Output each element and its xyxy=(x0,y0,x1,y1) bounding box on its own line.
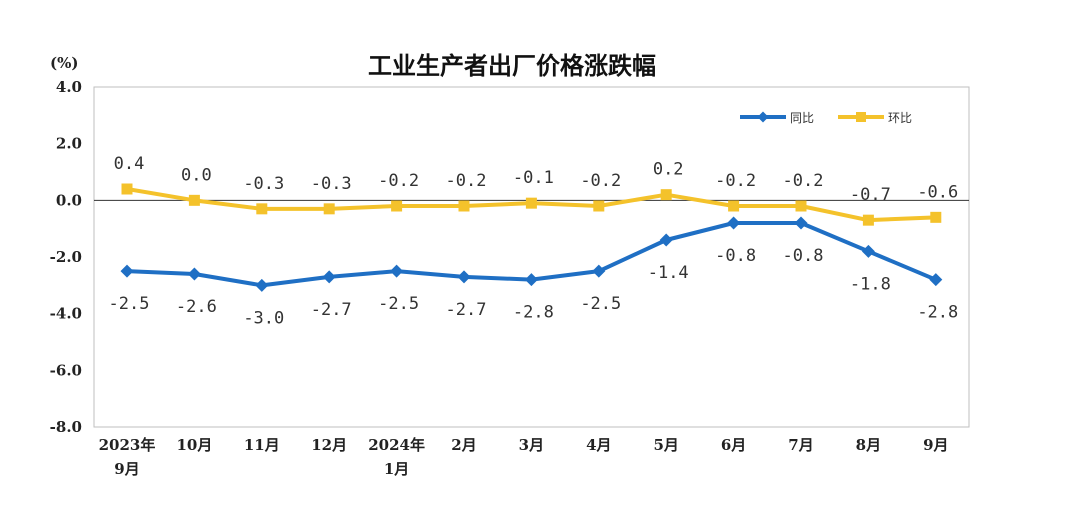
y-unit-label: (%) xyxy=(50,54,78,72)
x-tick-label: 2月 xyxy=(451,436,476,454)
x-tick-label: 10月 xyxy=(176,436,212,454)
data-point xyxy=(660,189,672,201)
y-tick-label: -4.0 xyxy=(50,305,82,323)
data-point xyxy=(930,211,942,223)
x-tick-label: 2023年 xyxy=(99,436,156,454)
data-point xyxy=(593,200,605,212)
x-tick-label: 2024年 xyxy=(368,436,425,454)
data-label: -1.4 xyxy=(648,263,689,283)
data-label: -0.3 xyxy=(243,174,284,194)
data-label: -0.2 xyxy=(378,171,419,191)
x-tick-label: 8月 xyxy=(856,436,881,454)
x-tick-label: 1月 xyxy=(384,460,409,478)
data-point xyxy=(322,270,336,284)
data-point xyxy=(120,264,134,278)
data-point xyxy=(862,214,874,226)
data-label: -0.2 xyxy=(446,171,487,191)
data-label: 0.0 xyxy=(181,165,212,185)
data-point xyxy=(458,200,470,212)
data-label: -0.1 xyxy=(513,168,554,188)
data-label: 0.2 xyxy=(653,160,684,180)
data-label: -3.0 xyxy=(243,308,284,328)
data-point xyxy=(256,203,268,215)
data-label: -0.8 xyxy=(715,246,756,266)
x-tick-label: 7月 xyxy=(788,436,813,454)
x-tick-label: 11月 xyxy=(244,436,280,454)
data-point xyxy=(187,267,201,281)
y-tick-label: 4.0 xyxy=(56,78,82,96)
data-point xyxy=(861,244,875,258)
data-point xyxy=(457,270,471,284)
data-point xyxy=(188,194,200,206)
x-tick-label: 9月 xyxy=(923,436,948,454)
data-label: -2.5 xyxy=(378,294,419,314)
legend-label: 同比 xyxy=(790,111,814,125)
data-point xyxy=(255,278,269,292)
data-label: -0.2 xyxy=(783,171,824,191)
x-tick-label: 12月 xyxy=(311,436,347,454)
y-tick-label: 2.0 xyxy=(56,135,82,153)
data-point xyxy=(391,200,403,212)
y-tick-label: -6.0 xyxy=(50,361,82,379)
data-label: -2.8 xyxy=(917,303,958,323)
y-axis: 4.0 2.0 0.0 -2.0 -4.0 -6.0 -8.0 xyxy=(50,78,82,436)
data-label: -0.3 xyxy=(311,174,352,194)
data-label: -2.7 xyxy=(446,300,487,320)
data-label: -1.8 xyxy=(850,274,891,294)
data-point xyxy=(728,200,740,212)
data-label: -2.5 xyxy=(580,294,621,314)
x-axis: 2023年 9月 10月 11月 12月 2024年 1月 2月 3月 4月 5月 6月 7月 8月 9月 xyxy=(99,436,949,478)
x-tick-label: 6月 xyxy=(721,436,746,454)
data-label: -0.8 xyxy=(783,246,824,266)
x-tick-label: 3月 xyxy=(519,436,544,454)
x-tick-label: 4月 xyxy=(586,436,611,454)
x-tick-label: 5月 xyxy=(653,436,678,454)
series-group xyxy=(120,183,943,292)
data-label: -0.2 xyxy=(715,171,756,191)
chart-title: 工业生产者出厂价格涨跌幅 xyxy=(368,52,656,80)
data-point xyxy=(727,216,741,230)
y-tick-label: -8.0 xyxy=(50,418,82,436)
data-label: -2.5 xyxy=(109,294,150,314)
data-point xyxy=(795,200,807,212)
legend-marker xyxy=(757,111,769,123)
legend-marker xyxy=(856,112,866,122)
data-label: -2.6 xyxy=(176,297,217,317)
x-tick-label: 9月 xyxy=(114,460,139,478)
data-point xyxy=(390,264,404,278)
legend-label: 环比 xyxy=(888,111,912,125)
y-tick-label: 0.0 xyxy=(56,191,82,209)
data-point xyxy=(121,183,133,195)
data-point xyxy=(524,273,538,287)
y-tick-label: -2.0 xyxy=(50,248,82,266)
data-point xyxy=(794,216,808,230)
data-label: -0.7 xyxy=(850,185,891,205)
data-label: -0.6 xyxy=(917,182,958,202)
data-label: -2.8 xyxy=(513,303,554,323)
data-point xyxy=(592,264,606,278)
plot-area-border xyxy=(93,86,970,428)
data-labels-group: -2.5 -2.6 -3.0 -2.7 -2.5 -2.7 -2.8 -2.5 -1.4 -0.8… xyxy=(109,154,959,328)
data-point xyxy=(525,197,537,209)
legend: 同比 环比 xyxy=(740,111,912,125)
data-label: 0.4 xyxy=(114,154,145,174)
data-point xyxy=(929,273,943,287)
data-point xyxy=(659,233,673,247)
data-label: -2.7 xyxy=(311,300,352,320)
data-point xyxy=(323,203,335,215)
data-label: -0.2 xyxy=(580,171,621,191)
